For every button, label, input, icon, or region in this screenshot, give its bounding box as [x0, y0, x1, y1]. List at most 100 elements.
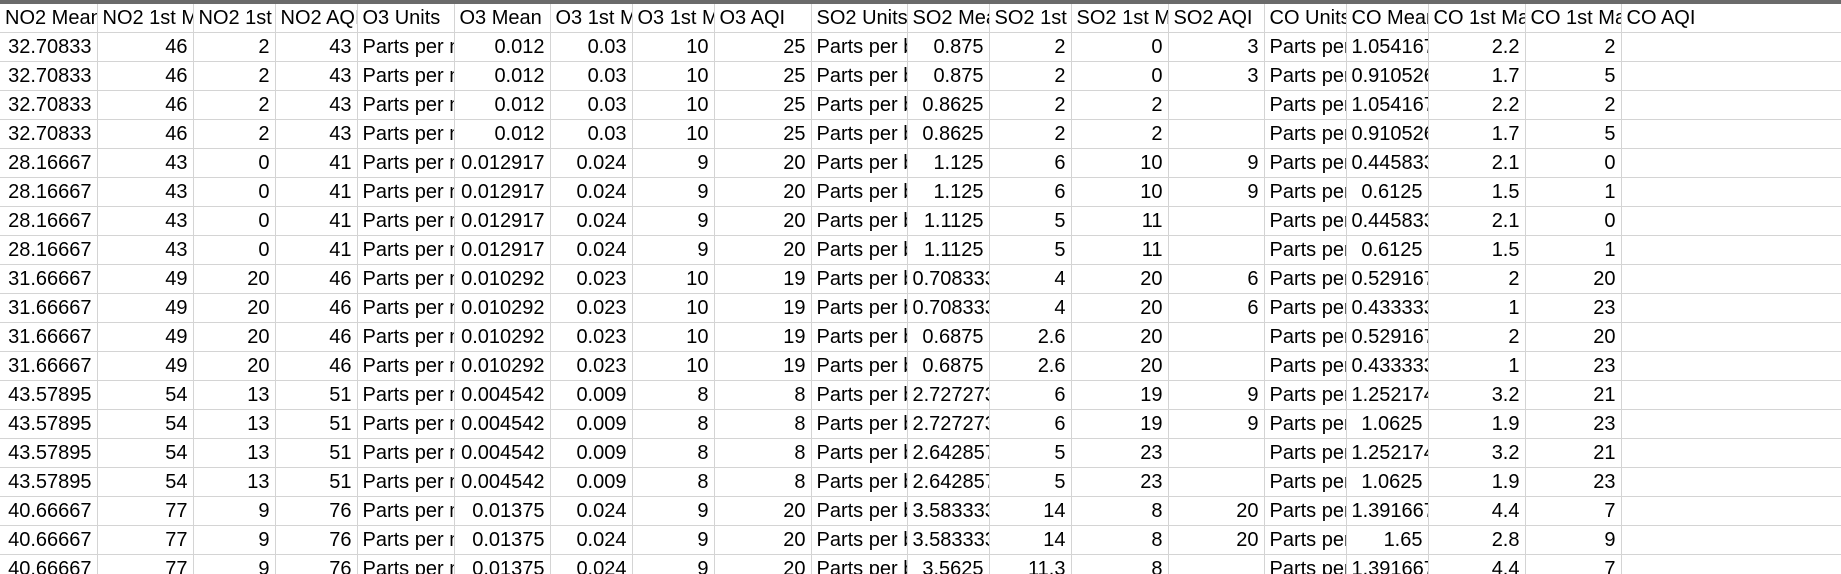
cell[interactable]: 9: [1168, 177, 1265, 207]
cell[interactable]: Parts per million: [357, 380, 455, 410]
cell[interactable]: [1168, 467, 1265, 497]
cell[interactable]: 6: [989, 177, 1072, 207]
cell[interactable]: 5: [989, 467, 1072, 497]
cell[interactable]: 46: [275, 264, 358, 294]
cell[interactable]: 20: [1071, 293, 1169, 323]
cell[interactable]: 0: [1071, 32, 1169, 62]
cell[interactable]: 1.125: [907, 177, 990, 207]
cell[interactable]: 0.012917: [454, 235, 551, 265]
cell[interactable]: 10: [632, 32, 715, 62]
cell[interactable]: 10: [632, 264, 715, 294]
cell[interactable]: 0.6125: [1346, 235, 1429, 265]
cell[interactable]: 23: [1071, 438, 1169, 468]
cell[interactable]: Parts per million: [1264, 409, 1347, 439]
cell[interactable]: 1: [1428, 293, 1526, 323]
cell[interactable]: 0.009: [550, 380, 633, 410]
cell[interactable]: 6: [989, 409, 1072, 439]
cell[interactable]: 54: [97, 467, 194, 497]
cell[interactable]: Parts per billion: [811, 264, 908, 294]
cell[interactable]: 3: [1168, 61, 1265, 91]
cell[interactable]: 3.583333: [907, 525, 990, 555]
cell[interactable]: [1621, 554, 1841, 574]
cell[interactable]: 1.9: [1428, 467, 1526, 497]
cell[interactable]: [1621, 322, 1841, 352]
cell[interactable]: 28.16667: [0, 148, 98, 178]
cell[interactable]: 1.5: [1428, 235, 1526, 265]
cell[interactable]: Parts per million: [357, 90, 455, 120]
cell[interactable]: 0.01375: [454, 554, 551, 574]
cell[interactable]: Parts per million: [1264, 496, 1347, 526]
cell[interactable]: 1.391667: [1346, 554, 1429, 574]
cell[interactable]: 76: [275, 525, 358, 555]
cell[interactable]: 20: [1071, 322, 1169, 352]
cell[interactable]: 0.024: [550, 235, 633, 265]
cell[interactable]: 2.2: [1428, 32, 1526, 62]
cell[interactable]: 9: [1525, 525, 1622, 555]
cell[interactable]: 23: [1525, 409, 1622, 439]
cell[interactable]: 49: [97, 264, 194, 294]
cell[interactable]: 23: [1525, 351, 1622, 381]
cell[interactable]: 1.1125: [907, 206, 990, 236]
cell[interactable]: 0.010292: [454, 322, 551, 352]
cell[interactable]: Parts per million: [1264, 293, 1347, 323]
cell[interactable]: Parts per million: [357, 554, 455, 574]
cell[interactable]: Parts per million: [357, 351, 455, 381]
cell[interactable]: 0.024: [550, 148, 633, 178]
cell[interactable]: Parts per million: [357, 293, 455, 323]
cell[interactable]: [1168, 438, 1265, 468]
cell[interactable]: 9: [632, 177, 715, 207]
cell[interactable]: Parts per billion: [811, 32, 908, 62]
cell[interactable]: 49: [97, 322, 194, 352]
cell[interactable]: Parts per million: [357, 177, 455, 207]
cell[interactable]: 77: [97, 496, 194, 526]
cell[interactable]: 8: [714, 467, 812, 497]
cell[interactable]: 20: [714, 554, 812, 574]
cell[interactable]: 0.010292: [454, 264, 551, 294]
cell[interactable]: 0.8625: [907, 90, 990, 120]
cell[interactable]: 31.66667: [0, 293, 98, 323]
cell[interactable]: 11.3: [989, 554, 1072, 574]
cell[interactable]: 20: [193, 351, 276, 381]
cell[interactable]: 0.910526: [1346, 119, 1429, 149]
cell[interactable]: 32.70833: [0, 61, 98, 91]
cell[interactable]: 0.012: [454, 90, 551, 120]
column-header[interactable]: CO Units: [1264, 4, 1347, 33]
cell[interactable]: [1621, 90, 1841, 120]
cell[interactable]: 2.6: [989, 351, 1072, 381]
cell[interactable]: 0.010292: [454, 293, 551, 323]
cell[interactable]: 0.03: [550, 119, 633, 149]
cell[interactable]: 0.433333: [1346, 293, 1429, 323]
cell[interactable]: 0.012917: [454, 177, 551, 207]
column-header[interactable]: SO2 Units: [811, 4, 908, 33]
cell[interactable]: 11: [1621, 293, 1841, 323]
cell[interactable]: 20: [1525, 264, 1622, 294]
cell[interactable]: 0: [193, 206, 276, 236]
column-header[interactable]: SO2 1st Max Hour: [1071, 4, 1169, 33]
cell[interactable]: [1168, 322, 1265, 352]
cell[interactable]: 1.65: [1346, 525, 1429, 555]
column-header[interactable]: CO Mean: [1346, 4, 1429, 33]
cell[interactable]: 9: [632, 496, 715, 526]
cell[interactable]: 0.023: [550, 264, 633, 294]
cell[interactable]: 0.01375: [454, 496, 551, 526]
cell[interactable]: 10: [632, 61, 715, 91]
cell[interactable]: 5: [1525, 61, 1622, 91]
cell[interactable]: 1.054167: [1346, 90, 1429, 120]
cell[interactable]: 13: [193, 380, 276, 410]
cell[interactable]: Parts per billion: [811, 119, 908, 149]
cell[interactable]: Parts per billion: [811, 380, 908, 410]
cell[interactable]: 9: [193, 525, 276, 555]
cell[interactable]: 0.023: [550, 322, 633, 352]
cell[interactable]: 0.529167: [1346, 264, 1429, 294]
cell[interactable]: 9: [1168, 380, 1265, 410]
cell[interactable]: 0.023: [550, 293, 633, 323]
cell[interactable]: 46: [97, 61, 194, 91]
column-header[interactable]: O3 1st Max Hour: [632, 4, 715, 33]
cell[interactable]: 2.2: [1428, 90, 1526, 120]
cell[interactable]: 3.583333: [907, 496, 990, 526]
cell[interactable]: 7: [1525, 554, 1622, 574]
cell[interactable]: 43.57895: [0, 409, 98, 439]
cell[interactable]: 2.1: [1428, 206, 1526, 236]
column-header[interactable]: O3 AQI: [714, 4, 812, 33]
